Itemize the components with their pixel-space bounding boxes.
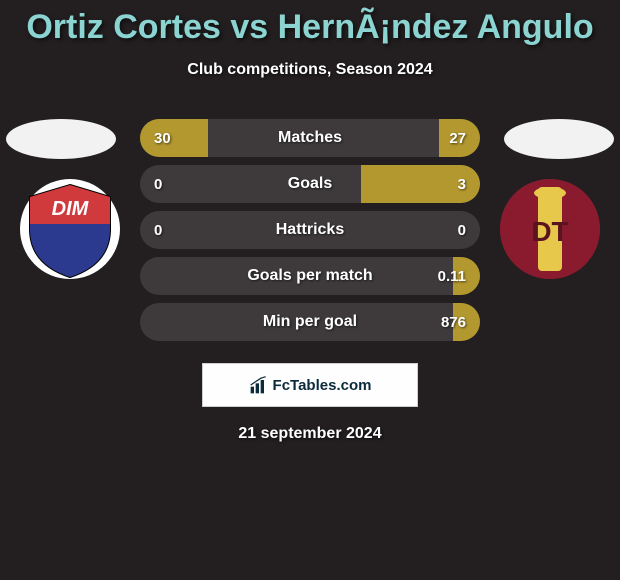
compare-area: DIM DT Matches3027Goals03Hattricks00Goal… <box>0 119 620 341</box>
stat-row: Goals per match0.11 <box>140 257 480 295</box>
stat-value-left: 30 <box>154 130 171 147</box>
stat-value-right: 27 <box>449 130 466 147</box>
team-crest-left: DIM <box>20 179 120 279</box>
subtitle: Club competitions, Season 2024 <box>0 61 620 79</box>
stat-label: Hattricks <box>140 221 480 239</box>
player-photo-right <box>504 119 614 159</box>
stat-value-right: 3 <box>458 176 466 193</box>
shield-icon: DIM <box>20 179 120 279</box>
shield-text: DIM <box>52 198 90 220</box>
stat-label: Min per goal <box>140 313 480 331</box>
stat-value-right: 876 <box>441 314 466 331</box>
stat-label: Goals <box>140 175 480 193</box>
stat-value-right: 0.11 <box>438 268 466 285</box>
crest-letters: DT <box>531 216 568 247</box>
crest-cap <box>534 187 566 199</box>
branding-badge: FcTables.com <box>202 363 418 407</box>
stat-value-left: 0 <box>154 176 162 193</box>
stat-rows: Matches3027Goals03Hattricks00Goals per m… <box>140 119 480 341</box>
stat-label: Matches <box>140 129 480 147</box>
stat-row: Hattricks0 0 <box>140 211 480 249</box>
stat-value-right: 0 <box>458 222 466 239</box>
crest-icon: DT <box>500 179 600 279</box>
barchart-icon <box>249 375 269 395</box>
stat-label: Goals per match <box>140 267 480 285</box>
date-line: 21 september 2024 <box>0 425 620 443</box>
page-title: Ortiz Cortes vs HernÃ¡ndez Angulo <box>0 0 620 47</box>
branding-text: FcTables.com <box>273 377 372 394</box>
stat-row: Min per goal876 <box>140 303 480 341</box>
stat-row: Goals0 3 <box>140 165 480 203</box>
stat-value-left: 0 <box>154 222 162 239</box>
player-photo-left <box>6 119 116 159</box>
comparison-card: Ortiz Cortes vs HernÃ¡ndez Angulo Club c… <box>0 0 620 580</box>
shield-bottom <box>30 224 110 277</box>
stat-row: Matches30 27 <box>140 119 480 157</box>
team-crest-right: DT <box>500 179 600 279</box>
